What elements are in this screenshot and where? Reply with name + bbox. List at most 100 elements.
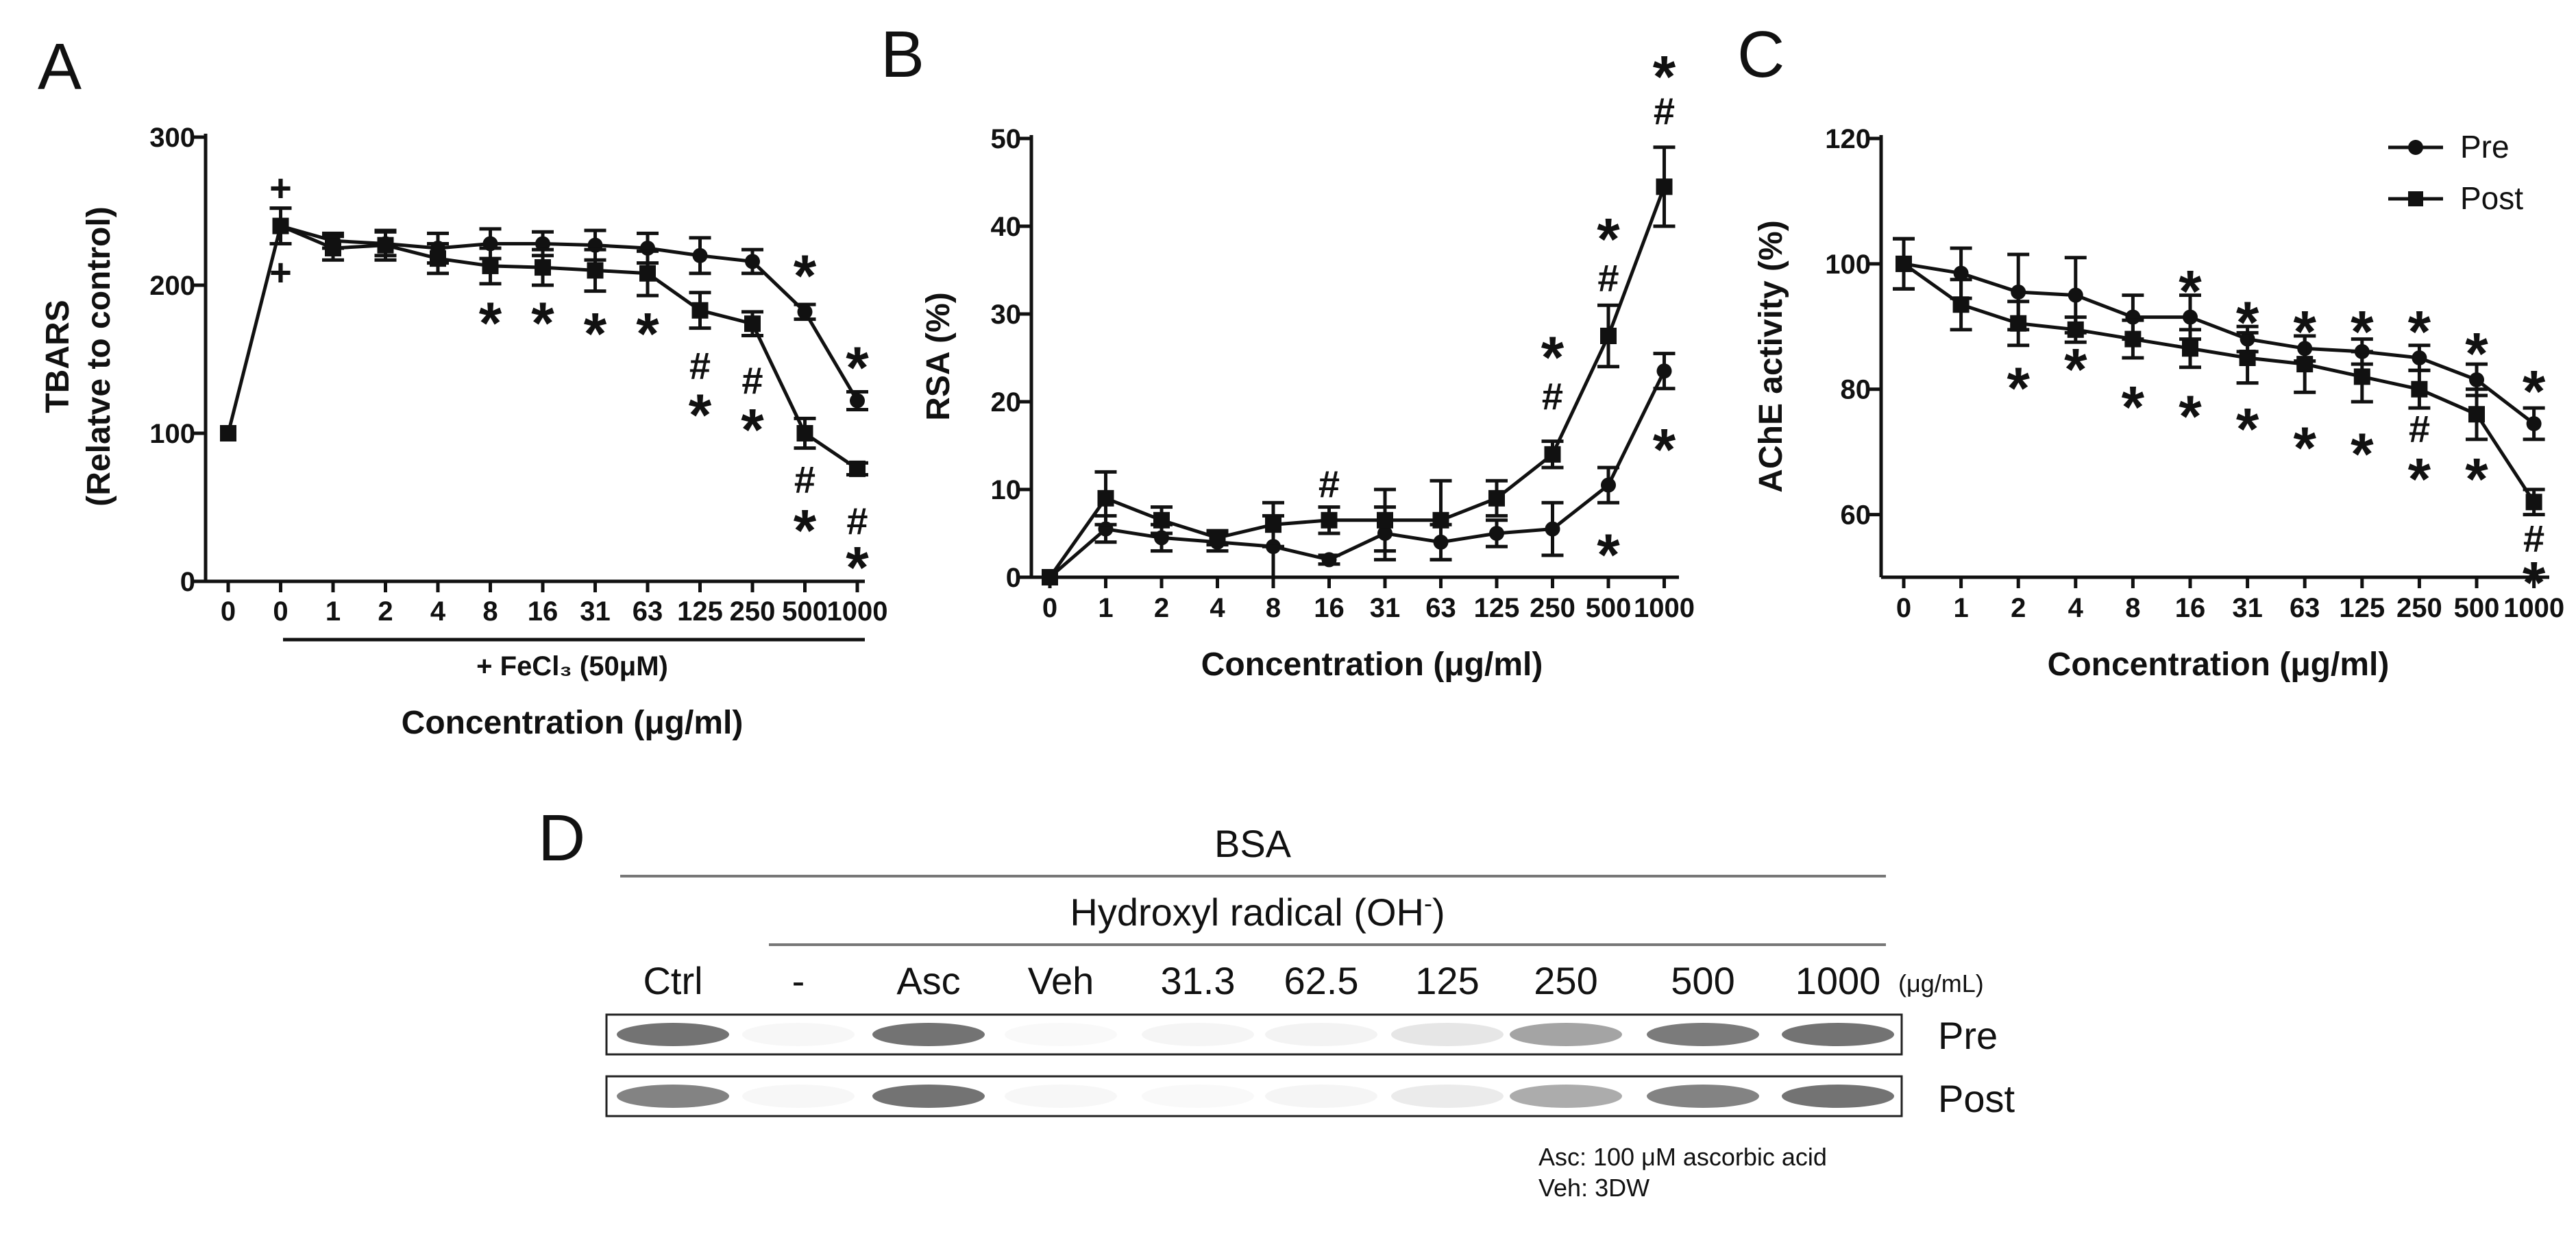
panel-b-ytick-label: 40 [991,212,1022,242]
panel-a-xtick-label: 0 [273,596,288,627]
panel-c-xtick-label: 4 [2068,593,2084,623]
panel-a-xtick-label: 16 [528,596,559,627]
panel-b-ytick-label: 0 [1006,563,1021,593]
panel-a-ytick-label: 100 [149,419,195,449]
panel-a-ytick-label: 200 [149,271,195,301]
panel-c-annotation: * [2236,290,2259,356]
panel-a-pre-line [280,224,859,402]
gel-lane-label: Asc [896,959,960,1002]
panel-a-post-point [587,262,604,279]
panel-a-treatment-label: + FeCl₃ (50μM) [476,651,668,681]
gel-subtitle: Hydroxyl radical (OH-) [1070,889,1445,934]
panel-c-xtick-label: 8 [2125,593,2140,623]
gel-band-post [742,1085,855,1108]
gel-band-post [1647,1085,1759,1108]
panel-c-post-point [2353,368,2370,385]
panel-c-pre-point [2412,350,2427,365]
panel-c-pre-point [1953,265,1969,281]
panel-a-pre-point [535,236,550,252]
panel-b-xtick-label: 125 [1474,593,1520,623]
panel-c-annotation: * [2064,337,2087,403]
gel-band-post [1142,1085,1254,1108]
gel-unit: (μg/mL) [1898,969,1984,997]
panel-c-annotation: # [2523,517,2544,560]
gel-band-pre [1265,1023,1377,1046]
panel-c-xtick-label: 0 [1896,593,1911,623]
panel-b-post-point [1432,511,1449,529]
panel-c-annotation: * [2293,300,2316,365]
gel-lane-label: - [792,959,805,1002]
panel-a-post-point [639,265,656,282]
panel-c-annotation: # [2409,407,2430,450]
panel-a-annotation: * [846,335,869,401]
panel-c-ytick-label: 60 [1841,500,1872,531]
panel-a-annotation: * [636,301,659,367]
gel-band-pre [1142,1023,1254,1046]
gel-lane-label: Ctrl [643,959,702,1002]
panel-a-xtick-label: 500 [782,596,828,627]
gel-band-pre [1647,1023,1759,1046]
panel-c-post-point [2468,406,2485,423]
panel-b-annotation: # [1654,90,1675,133]
panel-b-xtick-label: 16 [1314,593,1345,623]
panel-c-xtick-label: 1000 [2503,593,2564,623]
panel-b-ylabel: RSA (%) [920,292,957,421]
panel-a-pre-point [745,254,760,269]
gel-band-pre [742,1023,855,1046]
panel-b-annotation: # [1542,375,1563,418]
panel-b-post-point [1600,328,1617,344]
panel-c-annotation: * [2351,422,2374,487]
panel-label-c: C [1737,18,1784,91]
panel-c-annotation: * [2351,300,2374,365]
panel-b-pre-point [1601,477,1616,493]
gel-note-asc: Asc: 100 μM ascorbic acid [1538,1143,1827,1171]
panel-a-annotation: * [794,498,817,564]
panel-c-post-point [2296,356,2314,373]
panel-b-xtick-label: 31 [1370,593,1401,623]
panel-c-pre-point [2526,416,2542,431]
panel-a-annotation: * [584,301,607,367]
legend-pre-marker [2408,140,2423,155]
panel-b: RSA (%) Concentration (μg/ml) 0102030405… [920,45,1695,683]
panel-b-post-point [1042,569,1058,585]
panel-b-post-point [1209,529,1226,546]
panel-a-pre-point [797,304,813,319]
panel-c-xtick-label: 31 [2232,593,2263,623]
panel-a-xtick-label: 31 [580,596,611,627]
panel-b-xtick-label: 8 [1266,593,1281,623]
panel-c-xtick-label: 250 [2396,593,2442,623]
panel-b-ytick-label: 10 [991,475,1022,505]
panel-b-annotation: * [1653,45,1676,110]
panel-c: AChE activity (%) Concentration (μg/ml) … [1753,124,2564,683]
panel-b-xtick-label: 0 [1042,593,1057,623]
gel-lane-label: 250 [1534,959,1597,1002]
gel-band-post [1391,1085,1504,1108]
panel-b-post-point [1544,446,1561,463]
panel-a-annotation: + [269,251,292,294]
gel-lane-label: Veh [1028,959,1094,1002]
panel-c-post-point [2010,315,2027,332]
gel-lane-label: 31.3 [1161,959,1236,1002]
panel-a-xtick-label: 2 [378,596,393,627]
panel-c-annotation: * [2408,447,2431,513]
panel-c-ytick-label: 100 [1825,250,1871,280]
gel-band-pre [872,1023,985,1046]
panel-a-post-point [691,302,709,319]
panel-c-post-line [1902,262,2536,503]
panel-b-pre-line [1048,370,1666,579]
gel-lane-label: 500 [1671,959,1734,1002]
gel-title: BSA [1214,822,1292,865]
panel-b-xtick-label: 1000 [1634,593,1695,623]
panel-a-ytick-label: 300 [149,123,195,153]
panel-a-annotation: * [531,291,554,356]
gel-band-post [1782,1085,1894,1108]
panel-a-ylabel-line2: (Relatve to control) [81,206,117,506]
panel-c-pre-point [2068,287,2083,303]
panel-a-post-point [325,240,341,256]
legend-pre-label: Pre [2460,129,2510,165]
panel-b-post-point [1265,516,1281,533]
